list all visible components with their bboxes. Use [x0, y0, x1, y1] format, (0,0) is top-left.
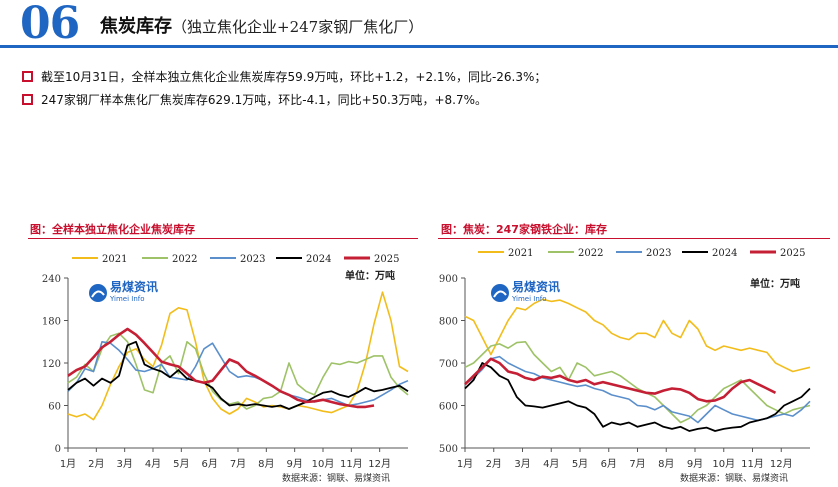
series-line-2022 [67, 332, 409, 410]
x-tick-label: 7月 [629, 458, 645, 470]
page-title: 焦炭库存（独立焦化企业+247家钢厂焦化厂） [100, 12, 423, 38]
x-tick-label: 8月 [658, 458, 674, 470]
y-tick-label: 900 [439, 274, 458, 285]
legend-label-2023: 2023 [240, 254, 265, 265]
chart-1-title: 图：全样本独立焦化企业焦炭库存 [30, 223, 195, 236]
logo-name: 易煤资讯 [110, 279, 158, 294]
bullet-square-icon [22, 94, 33, 105]
legend-label-2021: 2021 [102, 254, 127, 265]
x-tick-label: 7月 [230, 458, 246, 470]
chart-2-title: 图：焦炭：247家钢铁企业：库存 [441, 223, 607, 236]
y-tick-label: 0 [55, 444, 61, 455]
logo-mark [493, 290, 507, 298]
chart-1-title-rule [28, 238, 418, 239]
x-tick-label: 1月 [60, 458, 76, 470]
series-line-2024 [67, 340, 409, 410]
legend-label-2025: 2025 [374, 254, 399, 265]
y-tick-label: 800 [439, 317, 458, 328]
section-number: 06 [20, 0, 80, 49]
legend-label-2021: 2021 [508, 248, 533, 259]
summary-bullet-1: 截至10月31日，全样本独立焦化企业焦炭库存59.9万吨，环比+1.2，+2.1… [22, 68, 546, 85]
series-line-2021 [67, 291, 409, 421]
logo-icon [89, 284, 107, 302]
logo-subname: Yimei Info [511, 295, 547, 303]
x-tick-label: 5月 [173, 458, 189, 470]
x-tick-label: 1月 [457, 458, 473, 470]
source-note: 数据来源：钢联、易煤资讯 [680, 472, 788, 484]
series-line-2021 [464, 298, 811, 373]
x-tick-label: 10月 [712, 458, 735, 470]
logo-name: 易煤资讯 [512, 279, 560, 294]
y-tick-label: 500 [439, 444, 458, 455]
y-tick-label: 120 [42, 359, 61, 370]
x-tick-label: 12月 [368, 458, 391, 470]
legend-label-2025: 2025 [780, 248, 805, 259]
legend-label-2024: 2024 [306, 254, 331, 265]
header-divider [0, 45, 838, 48]
x-tick-label: 5月 [572, 458, 588, 470]
unit-label: 单位：万吨 [345, 269, 395, 282]
legend-label-2024: 2024 [712, 248, 737, 259]
series-line-2022 [464, 340, 811, 424]
x-tick-label: 11月 [741, 458, 764, 470]
x-tick-label: 6月 [201, 458, 217, 470]
y-tick-label: 240 [42, 274, 61, 285]
y-tick-label: 60 [48, 402, 61, 413]
x-tick-label: 4月 [145, 458, 161, 470]
legend-label-2022: 2022 [578, 248, 603, 259]
series-line-2024 [464, 362, 811, 432]
page-subtitle: （独立焦化企业+247家钢厂焦化厂） [172, 18, 424, 36]
logo-icon [491, 284, 509, 302]
series-line-2023 [464, 355, 811, 424]
x-tick-label: 8月 [258, 458, 274, 470]
x-tick-label: 3月 [514, 458, 530, 470]
y-tick-label: 180 [42, 317, 61, 328]
summary-text-1: 截至10月31日，全样本独立焦化企业焦炭库存59.9万吨，环比+1.2，+2.1… [41, 70, 547, 84]
logo-subname: Yimei Info [109, 295, 145, 303]
series-line-2025 [67, 327, 375, 409]
summary-bullet-2: 247家钢厂样本焦化厂焦炭库存629.1万吨，环比-4.1，同比+50.3万吨，… [22, 91, 487, 108]
legend-label-2023: 2023 [646, 248, 671, 259]
page-title-main: 焦炭库存 [100, 16, 172, 37]
x-tick-label: 10月 [312, 458, 335, 470]
x-tick-label: 2月 [486, 458, 502, 470]
chart-2-title-rule [438, 238, 830, 239]
source-note: 数据来源：钢联、易煤资讯 [282, 472, 390, 484]
x-tick-label: 9月 [687, 458, 703, 470]
unit-label: 单位：万吨 [750, 277, 800, 290]
x-tick-label: 4月 [543, 458, 559, 470]
x-tick-label: 11月 [340, 458, 363, 470]
legend-label-2022: 2022 [172, 254, 197, 265]
x-tick-label: 9月 [286, 458, 302, 470]
x-tick-label: 6月 [601, 458, 617, 470]
series-line-2025 [464, 357, 777, 403]
x-tick-label: 2月 [88, 458, 104, 470]
summary-text-2: 247家钢厂样本焦化厂焦炭库存629.1万吨，环比-4.1，同比+50.3万吨，… [41, 93, 487, 107]
x-tick-label: 12月 [770, 458, 793, 470]
logo-mark [91, 290, 105, 298]
bullet-square-icon [22, 71, 33, 82]
y-tick-label: 700 [439, 359, 458, 370]
y-tick-label: 600 [439, 402, 458, 413]
x-tick-label: 3月 [116, 458, 132, 470]
